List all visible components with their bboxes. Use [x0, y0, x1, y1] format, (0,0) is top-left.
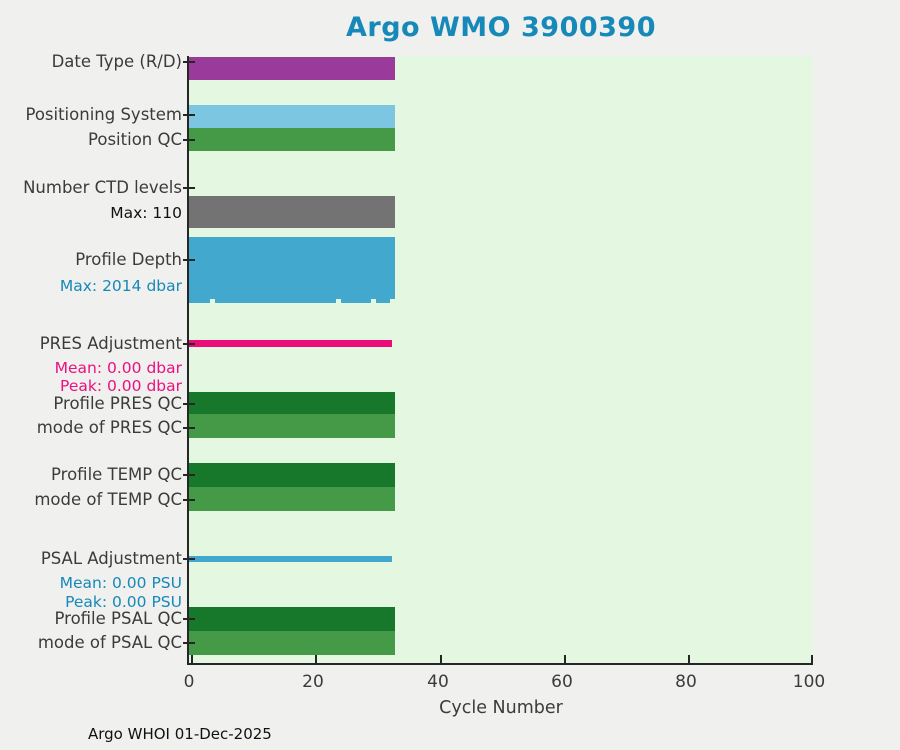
y-tick [183, 114, 195, 116]
y-tick [183, 642, 195, 644]
row-label-psal-adjustment: PSAL Adjustment [40, 549, 182, 568]
y-tick [183, 259, 195, 261]
row-label-pres-adjustment: PRES Adjustment [39, 334, 182, 353]
y-tick [183, 343, 195, 345]
depth-notch [371, 299, 377, 303]
row-label-profile-depth: Profile Depth [75, 250, 182, 269]
x-tick [315, 655, 317, 663]
x-tick-label-40: 40 [427, 672, 449, 692]
x-tick [811, 655, 813, 663]
x-tick-label-20: 20 [302, 672, 324, 692]
row-label-position-qc: Position QC [88, 130, 182, 149]
y-tick [183, 187, 195, 189]
y-tick [183, 618, 195, 620]
annotation-psal-mean: Mean: 0.00 PSU [59, 574, 182, 592]
bar-number-ctd-levels [189, 196, 395, 228]
row-label-profile-temp-qc: Profile TEMP QC [51, 465, 182, 484]
x-tick [564, 655, 566, 663]
chart-title: Argo WMO 3900390 [346, 12, 656, 43]
bar-psal-adjustment [189, 556, 392, 562]
depth-notch [209, 299, 215, 303]
y-tick [183, 427, 195, 429]
x-tick [688, 655, 690, 663]
row-label-positioning-system: Positioning System [25, 105, 182, 124]
annotation-pres-peak: Peak: 0.00 dbar [60, 377, 182, 395]
annotation-psal-peak: Peak: 0.00 PSU [65, 593, 182, 611]
bar-profile-depth [189, 237, 395, 303]
y-tick [183, 499, 195, 501]
bar-mode-psal-qc [189, 631, 395, 655]
x-axis-title: Cycle Number [439, 698, 563, 718]
bar-mode-pres-qc [189, 414, 395, 438]
row-label-mode-pres-qc: mode of PRES QC [36, 418, 182, 437]
y-tick [183, 139, 195, 141]
y-tick [183, 403, 195, 405]
row-label-profile-psal-qc: Profile PSAL QC [54, 609, 182, 628]
bar-positioning-system [189, 105, 395, 128]
x-tick [191, 655, 193, 663]
x-tick-label-60: 60 [551, 672, 573, 692]
depth-notch [389, 299, 395, 303]
bar-profile-temp-qc [189, 463, 395, 487]
bar-position-qc [189, 128, 395, 151]
bar-profile-psal-qc [189, 607, 395, 631]
plot-area [183, 56, 813, 665]
bar-profile-pres-qc [189, 392, 395, 414]
x-tick-label-0: 0 [183, 672, 195, 692]
row-label-number-ctd-levels: Number CTD levels [23, 178, 182, 197]
bar-mode-temp-qc [189, 487, 395, 511]
row-label-profile-pres-qc: Profile PRES QC [53, 394, 182, 413]
annotation-ctd-max: Max: 110 [110, 204, 182, 222]
row-label-mode-temp-qc: mode of TEMP QC [34, 490, 182, 509]
y-tick [183, 474, 195, 476]
annotation-depth-max: Max: 2014 dbar [59, 277, 182, 295]
y-tick [183, 61, 195, 63]
annotation-pres-mean: Mean: 0.00 dbar [54, 359, 182, 377]
x-tick-label-100: 100 [792, 672, 826, 692]
x-tick [440, 655, 442, 663]
depth-notch [336, 299, 342, 303]
bar-pres-adjustment [189, 340, 392, 347]
row-label-date-type: Date Type (R/D) [51, 52, 182, 71]
footer-text: Argo WHOI 01-Dec-2025 [88, 725, 272, 743]
row-label-mode-psal-qc: mode of PSAL QC [37, 633, 182, 652]
x-tick-label-80: 80 [675, 672, 697, 692]
bar-date-type [189, 57, 395, 80]
y-tick [183, 558, 195, 560]
